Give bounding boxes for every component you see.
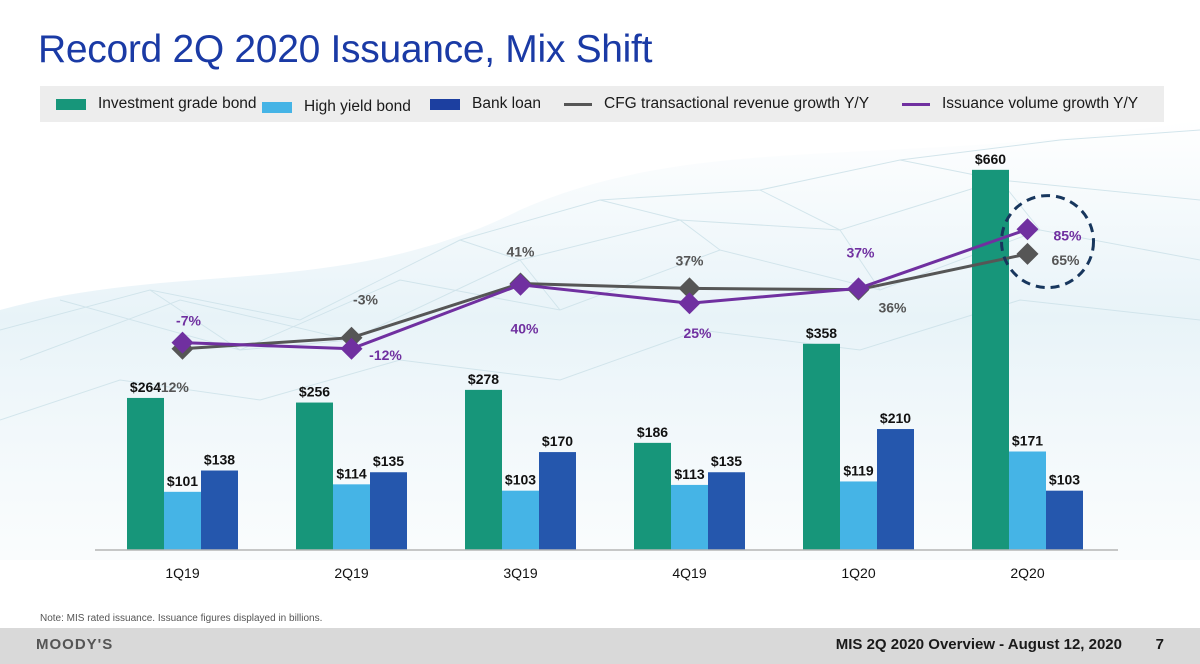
bar-value-label: $135 [711, 453, 742, 469]
bar-value-label: $135 [373, 453, 404, 469]
marker-issuance-3q19 [509, 273, 532, 296]
line-value-label: -7% [176, 313, 201, 329]
bar-value-label: $210 [880, 410, 911, 426]
legend-label: Bank loan [472, 95, 541, 112]
page-number: 7 [1155, 636, 1164, 653]
lines-group: -12% -3% 41% 37% 36% 65% -7% -12% 40% 25% 37% 85% [156, 218, 1082, 395]
bar-value-label: $186 [637, 424, 668, 440]
bar-value-label: $113 [674, 466, 705, 482]
highlight-group [1000, 194, 1095, 290]
marker-issuance-4q19 [678, 292, 701, 315]
bar-hy-1q19 [164, 491, 201, 550]
legend-label: CFG transactional revenue growth Y/Y [604, 95, 870, 112]
footnote: Note: MIS rated issuance. Issuance figur… [40, 613, 323, 624]
bar-value-label: $119 [843, 462, 874, 478]
legend-label: Issuance volume growth Y/Y [942, 95, 1139, 112]
marker-issuance-1q20 [847, 277, 870, 300]
legend-label: Investment grade bond [98, 95, 257, 112]
line-value-label: -12% [156, 379, 189, 395]
marker-issuance-2q20 [1016, 218, 1039, 241]
bar-bank-1q20 [877, 429, 914, 550]
x-axis-labels: 1Q19 2Q19 3Q19 4Q19 1Q20 2Q20 [165, 565, 1044, 581]
bar-ig-1q20 [803, 343, 840, 550]
chart-legend: Investment grade bond High yield bond Ba… [40, 86, 1164, 122]
marker-issuance-2q19 [340, 337, 363, 360]
footer-bar: MOODY'S MIS 2Q 2020 Overview - August 12… [0, 628, 1200, 664]
bar-value-label: $171 [1012, 433, 1043, 449]
line-cfg [182, 252, 1028, 351]
legend-item-issuance-growth: Issuance volume growth Y/Y [902, 86, 1138, 122]
bar-hy-2q20 [1009, 451, 1046, 550]
bar-value-label: $103 [505, 472, 536, 488]
legend-swatch-investment-grade [56, 98, 86, 110]
marker-cfg-2q19 [340, 326, 363, 349]
bar-hy-3q19 [502, 490, 539, 550]
bars-group: $264 $101 $138 $256 $114 $135 $278 $103 $170 $186… [127, 151, 1083, 550]
line-value-label: -12% [369, 347, 402, 363]
page-title: Record 2Q 2020 Issuance, Mix Shift [38, 28, 653, 71]
marker-issuance-1q19 [171, 331, 194, 354]
bar-ig-1q19 [127, 397, 164, 550]
legend-swatch-cfg-growth [564, 102, 592, 106]
line-value-label: 37% [846, 244, 875, 260]
line-value-label: 25% [683, 325, 712, 341]
bar-value-label: $660 [975, 151, 1006, 167]
bar-value-label: $114 [336, 465, 367, 481]
line-value-label: 37% [675, 252, 704, 268]
bar-ig-2q19 [296, 402, 333, 550]
bar-bank-1q19 [201, 470, 238, 550]
bar-value-label: $358 [806, 325, 837, 341]
marker-cfg-2q20 [1016, 242, 1039, 265]
legend-item-cfg-growth: CFG transactional revenue growth Y/Y [564, 86, 869, 122]
bar-hy-2q19 [333, 484, 370, 550]
line-value-label: 36% [878, 300, 907, 316]
bar-ig-3q19 [465, 389, 502, 550]
line-issuance [182, 227, 1028, 351]
legend-label: High yield bond [304, 98, 411, 115]
x-tick-label: 3Q19 [503, 565, 537, 581]
brand-logo: MOODY'S [36, 636, 114, 653]
x-tick-label: 2Q20 [1010, 565, 1044, 581]
x-tick-label: 2Q19 [334, 565, 368, 581]
x-tick-label: 1Q19 [165, 565, 199, 581]
legend-swatch-high-yield [262, 101, 292, 113]
bar-value-label: $256 [299, 384, 330, 400]
legend-item-high-yield: High yield bond [262, 86, 411, 122]
x-tick-label: 4Q19 [672, 565, 706, 581]
line-value-label: 41% [506, 243, 535, 259]
bar-value-label: $103 [1049, 472, 1080, 488]
line-value-label: -3% [353, 292, 378, 308]
bar-ig-4q19 [634, 442, 671, 550]
marker-cfg-4q19 [678, 277, 701, 300]
highlight-circle [1000, 194, 1095, 290]
bar-value-label: $278 [468, 371, 499, 387]
bar-value-label: $170 [542, 433, 573, 449]
bar-bank-2q19 [370, 472, 407, 550]
bar-ig-2q20 [972, 169, 1009, 550]
legend-swatch-bank-loan [430, 98, 460, 110]
footer-title: MIS 2Q 2020 Overview - August 12, 2020 [835, 636, 1122, 653]
line-value-label: 85% [1053, 227, 1082, 243]
legend-item-bank-loan: Bank loan [430, 86, 541, 122]
bar-bank-2q20 [1046, 490, 1083, 550]
bar-value-label: $101 [167, 473, 198, 489]
bar-bank-4q19 [708, 472, 745, 550]
legend-swatch-issuance-growth [902, 102, 930, 106]
line-value-label: 40% [510, 321, 539, 337]
line-value-label: 65% [1051, 252, 1080, 268]
legend-item-investment-grade: Investment grade bond [56, 86, 257, 122]
x-tick-label: 1Q20 [841, 565, 875, 581]
bar-value-label: $138 [204, 452, 235, 468]
bar-hy-1q20 [840, 481, 877, 550]
bar-hy-4q19 [671, 484, 708, 550]
bar-bank-3q19 [539, 452, 576, 550]
bar-value-label: $264 [130, 379, 161, 395]
